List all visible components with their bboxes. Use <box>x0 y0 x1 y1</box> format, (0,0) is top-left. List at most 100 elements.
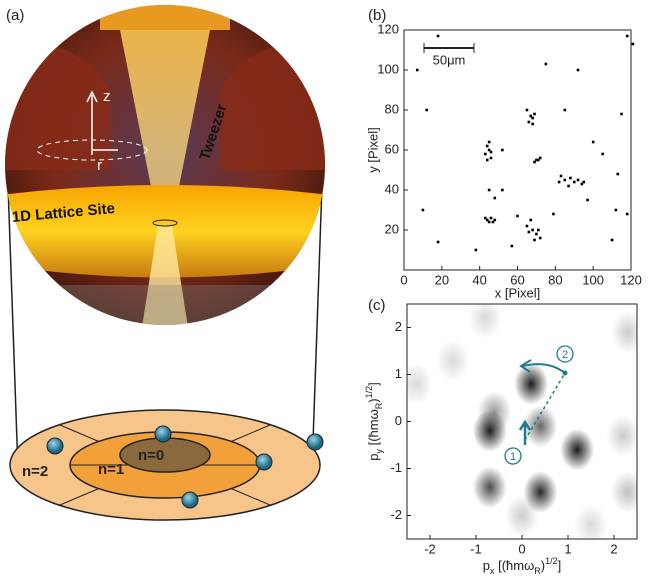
level-n2: n=2 <box>22 463 48 480</box>
point <box>531 229 534 232</box>
point <box>528 231 531 234</box>
blob <box>606 415 640 457</box>
point <box>488 141 491 144</box>
point <box>490 157 493 160</box>
point <box>577 69 580 72</box>
point <box>581 183 584 186</box>
point <box>615 209 618 212</box>
y-tick-label: 40 <box>385 181 399 196</box>
point <box>529 219 532 222</box>
point <box>422 209 425 212</box>
x-tick-label: -1 <box>470 541 482 556</box>
point <box>552 213 555 216</box>
point <box>425 109 428 112</box>
y-tick-label: 1 <box>395 366 402 381</box>
point <box>533 239 536 242</box>
point <box>569 177 572 180</box>
blob <box>505 495 539 537</box>
point <box>516 215 519 218</box>
point <box>626 35 629 38</box>
label-part: ] <box>558 558 562 573</box>
point <box>537 159 540 162</box>
point <box>563 109 566 112</box>
label-part: p <box>366 454 381 461</box>
blob <box>560 429 594 471</box>
y-tick-label: -2 <box>390 507 402 522</box>
point <box>416 69 419 72</box>
point <box>475 249 478 252</box>
point <box>573 181 576 184</box>
point <box>494 197 497 200</box>
point <box>620 113 623 116</box>
y-tick-label: 20 <box>385 221 399 236</box>
point <box>601 153 604 156</box>
annotation: 2 <box>562 349 568 361</box>
point <box>563 179 566 182</box>
blob <box>611 471 645 513</box>
y-tick-label: 0 <box>395 413 402 428</box>
point <box>537 229 540 232</box>
point <box>567 185 570 188</box>
blob <box>514 363 548 405</box>
point <box>501 189 504 192</box>
point <box>533 113 536 116</box>
point <box>577 179 580 182</box>
point <box>437 35 440 38</box>
x-tick-label: 40 <box>472 272 486 287</box>
blob <box>477 391 511 433</box>
blob <box>611 311 645 353</box>
x-tick-label: 100 <box>582 272 604 287</box>
axis-label: px [(ħmωR)1/2] <box>483 556 561 576</box>
point <box>528 121 531 124</box>
axis-r: r <box>97 157 102 174</box>
label-part: [(ħmω <box>366 409 381 449</box>
y-tick-label: 2 <box>395 319 402 334</box>
point <box>535 233 538 236</box>
x-tick-label: -2 <box>424 541 436 556</box>
point <box>533 161 536 164</box>
x-tick-label: 0 <box>518 541 525 556</box>
panel-label: (a) <box>6 7 24 24</box>
point <box>488 221 491 224</box>
axis-label: py [(ħmωR)1/2] <box>364 382 384 460</box>
point <box>492 221 495 224</box>
point <box>616 173 619 176</box>
illustration: z r Tweezer 1D Lattice Site n=2 n=1 n=0 <box>0 0 330 520</box>
point <box>586 199 589 202</box>
scale-bar-label: 50μm <box>433 52 466 67</box>
x-tick-label: 2 <box>610 541 617 556</box>
y-axis-label: y [Pixel] <box>365 127 380 173</box>
point <box>531 117 534 120</box>
point <box>488 189 491 192</box>
point <box>611 239 614 242</box>
x-tick-label: 120 <box>620 272 642 287</box>
point <box>490 217 493 220</box>
plots: 02040608010012020406080100120x [Pixel]y … <box>364 21 644 576</box>
point <box>486 145 489 148</box>
y-tick-label: 60 <box>385 141 399 156</box>
label-part: [(ħmω <box>494 558 534 573</box>
point <box>592 141 595 144</box>
x-tick-label: 1 <box>564 541 571 556</box>
point <box>484 217 487 220</box>
point <box>484 153 487 156</box>
axis-z: z <box>103 88 111 105</box>
level-n0: n=0 <box>138 447 164 464</box>
point <box>437 241 440 244</box>
point <box>511 245 514 248</box>
y-tick-label: 120 <box>377 21 399 36</box>
label-part: 1/2 <box>364 386 374 399</box>
x-tick-label: 0 <box>400 272 407 287</box>
point <box>526 225 529 228</box>
label-part: p <box>483 558 490 573</box>
y-tick-label: 80 <box>385 101 399 116</box>
y-tick-label: 100 <box>377 61 399 76</box>
blob <box>399 363 433 405</box>
annotation: 1 <box>510 451 516 463</box>
point <box>526 109 529 112</box>
point <box>539 237 542 240</box>
x-axis-label: x [Pixel] <box>495 285 541 300</box>
point <box>531 123 534 126</box>
y-tick-label: -1 <box>390 460 402 475</box>
point <box>486 159 489 162</box>
